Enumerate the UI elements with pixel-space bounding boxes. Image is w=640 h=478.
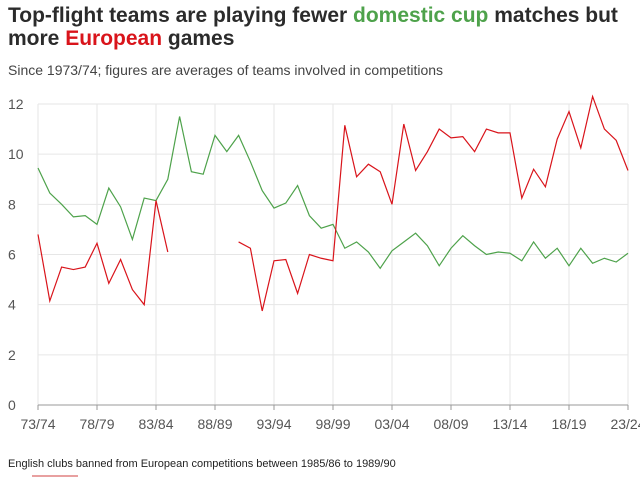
x-tick-label: 18/19	[551, 416, 586, 432]
chart-subtitle: Since 1973/74; figures are averages of t…	[8, 62, 444, 78]
footnote-accent-line	[32, 475, 78, 477]
series-lines	[37, 94, 629, 312]
gridlines	[37, 103, 629, 405]
y-tick-label: 2	[8, 347, 16, 363]
y-tick-label: 10	[8, 146, 24, 162]
title-part2: matches but more	[8, 4, 618, 50]
title-domestic-highlight: domestic cup	[353, 4, 489, 27]
x-tick-label: 08/09	[433, 416, 468, 432]
y-tick-label: 12	[8, 96, 24, 112]
x-tick-label: 88/89	[197, 416, 232, 432]
axes: 0 2 4 6 8 10 12 73/74 78/79 83/84 88/89 93/94 98/99 0…	[8, 96, 640, 432]
footnote: English clubs banned from European compe…	[8, 458, 396, 470]
x-tick-label: 73/74	[20, 416, 55, 432]
title-european-highlight: European	[65, 27, 163, 50]
x-tick-label: 78/79	[79, 416, 114, 432]
x-tick-label: 98/99	[315, 416, 350, 432]
x-tick-label: 93/94	[256, 416, 291, 432]
y-tick-label: 6	[8, 247, 16, 263]
title-part1: Top-flight teams are playing fewer	[8, 4, 354, 27]
x-tick-label: 23/24	[610, 416, 640, 432]
series-line-european	[37, 94, 629, 312]
title-part3: games	[162, 27, 235, 50]
chart-title: Top-flight teams are playing fewer domes…	[8, 4, 632, 50]
y-tick-label: 0	[8, 397, 16, 413]
series-line-domestic-cup	[37, 116, 629, 270]
x-tick-label: 83/84	[138, 416, 173, 432]
x-tick-label: 13/14	[492, 416, 527, 432]
y-tick-label: 4	[8, 297, 16, 313]
y-tick-label: 8	[8, 196, 16, 212]
x-tick-label: 03/04	[374, 416, 409, 432]
